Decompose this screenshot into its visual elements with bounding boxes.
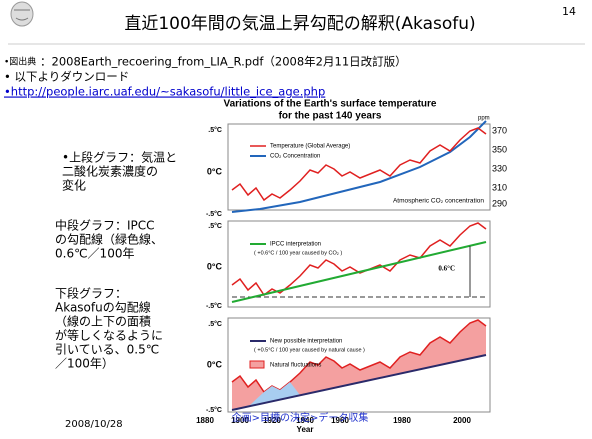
ipcc-trend (231, 241, 487, 303)
note-line: 中段グラフ：IPCC (55, 218, 155, 233)
temp-label: .5°C (208, 222, 222, 230)
panel-frame (227, 123, 491, 211)
natural-trend (231, 354, 487, 411)
co2-curve (231, 120, 487, 213)
temp-label: 0°C (207, 359, 223, 369)
logo (10, 1, 34, 27)
note-line: が等しくなるように (55, 328, 163, 343)
year-label: 2000 (453, 416, 471, 425)
page-number: 14 (562, 5, 576, 18)
year-label: 1940 (296, 416, 314, 425)
ppm-label: 310 (492, 182, 507, 192)
figure: Variations of the Earth's surface temper… (196, 99, 507, 434)
source-label: •図出典 (4, 56, 36, 68)
temp-label: -.5°C (206, 406, 222, 414)
note-line: （線の上下の面積 (55, 314, 151, 329)
ppm-label: 370 (492, 125, 507, 135)
note-line: 0.6℃／100年 (55, 247, 134, 261)
year-label: 1900 (231, 416, 249, 425)
fluctuation-area (232, 382, 300, 410)
ppm-label: 350 (492, 144, 507, 154)
temperature-curve (231, 127, 487, 202)
temp-label: 0°C (207, 166, 223, 176)
temp-label: -.5°C (206, 210, 222, 218)
legend-label: Temperature (Global Average) (270, 144, 350, 150)
legend-label: CO₂ Concentration (270, 154, 320, 160)
temp-label: .5°C (208, 320, 222, 328)
note-line: の勾配線（緑色線、 (55, 232, 163, 247)
figure-title: Variations of the Earth's surface temper… (223, 99, 436, 110)
footer-nav[interactable]: 企画>目標の決定>データ収集 (232, 411, 369, 424)
source-link[interactable]: •http://people.iarc.uaf.edu/~sakasofu/li… (4, 85, 325, 99)
panel-note: Atmospheric CO₂ concentration (393, 198, 484, 205)
ppm-label: 290 (492, 198, 507, 208)
legend-swatch (249, 360, 265, 369)
year-label: 1920 (263, 416, 281, 425)
source-file: ：2008Earth_recoering_from_LIA_R.pdf（2008… (40, 55, 407, 69)
source-download: • 以下よりダウンロード (4, 70, 129, 84)
year-label: 1880 (196, 416, 214, 425)
fluctuation-area (232, 320, 486, 410)
ppm-unit: ppm (478, 116, 490, 122)
year-label: 1960 (331, 416, 349, 425)
note-line: 引いている、0.5℃ (55, 343, 159, 357)
note-line: 下段グラフ： (55, 286, 127, 301)
legend-label: Natural fluctuations (270, 363, 321, 369)
x-axis-title: Year (297, 425, 314, 434)
date: 2008/10/28 (65, 419, 123, 430)
year-label: 1980 (393, 416, 411, 425)
note-line: Akasofuの勾配線 (55, 300, 151, 315)
slide-title: 直近100年間の気温上昇勾配の解釈(Akasofu) (124, 14, 475, 34)
temperature-curve (231, 222, 487, 297)
legend-label: IPCC interpretation (270, 242, 321, 248)
figure-labels: .5°C0°C-.5°C.5°C0°C-.5°C.5°C0°C-.5°Cppm3… (196, 116, 507, 435)
legend-label: ( +0.6°C / 100 year caused by CO₂ ) (254, 250, 342, 256)
temp-label: 0°C (207, 261, 223, 271)
notes: •上段グラフ：気温と二酸化炭素濃度の変化中段グラフ：IPCCの勾配線（緑色線、0… (55, 150, 177, 371)
figure-title: for the past 140 years (279, 111, 382, 122)
note-line: 二酸化炭素濃度の (62, 164, 158, 179)
note-line: ／100年） (55, 357, 114, 371)
panel-note: 0.6°C (438, 265, 455, 273)
legend-label: ( +0.5°C / 100 year caused by natural ca… (254, 347, 365, 353)
ppm-label: 330 (492, 163, 507, 173)
temp-label: .5°C (208, 126, 222, 134)
temp-label: -.5°C (206, 302, 222, 310)
note-line: •上段グラフ：気温と (62, 150, 177, 165)
legend-label: New possible interpretation (270, 339, 342, 345)
note-line: 変化 (62, 178, 86, 193)
